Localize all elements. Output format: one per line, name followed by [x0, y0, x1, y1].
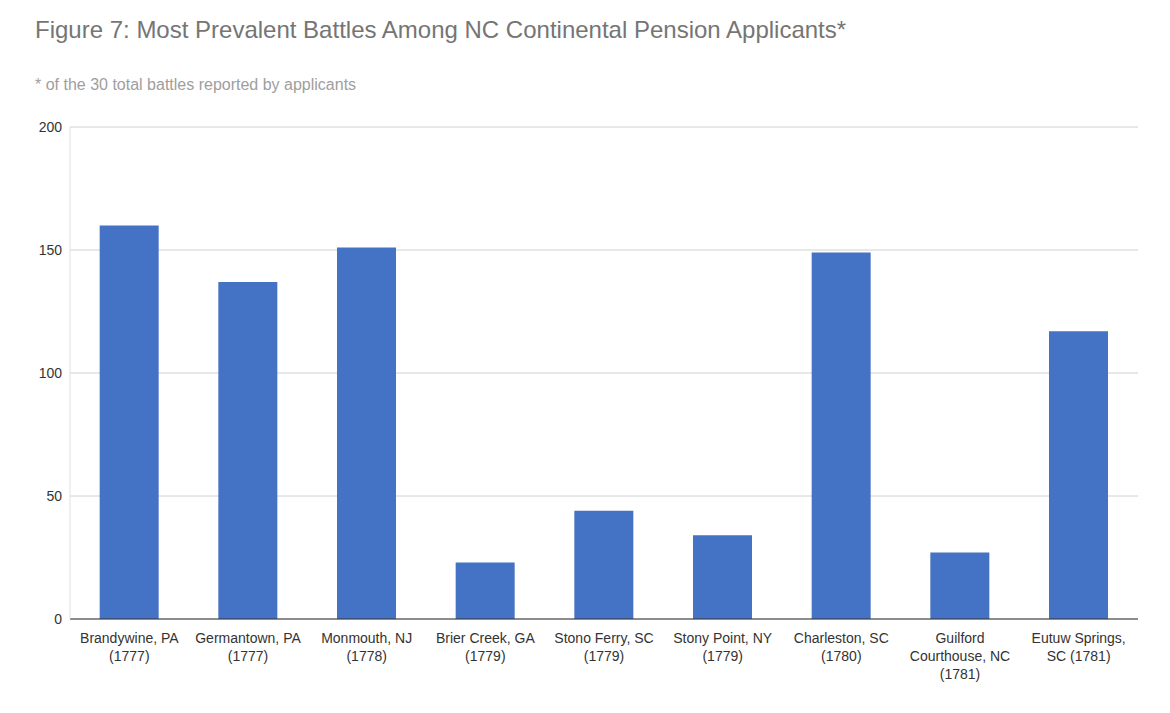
svg-text:200: 200: [39, 119, 63, 135]
svg-text:100: 100: [39, 365, 63, 381]
html-text:* of the 30 total battles repo: * of the 30 total battles reported by ap…: [35, 76, 357, 93]
svg-text:Stono Ferry, SC(1779): Stono Ferry, SC(1779): [554, 630, 653, 664]
svg-text:Brier Creek, GA(1779): Brier Creek, GA(1779): [436, 630, 535, 664]
svg-text:GuilfordCourthouse, NC(1781): GuilfordCourthouse, NC(1781): [910, 630, 1010, 682]
svg-text:Charleston, SC(1780): Charleston, SC(1780): [794, 630, 889, 664]
svg-text:Germantown, PA(1777): Germantown, PA(1777): [195, 630, 301, 664]
svg-text:Monmouth, NJ(1778): Monmouth, NJ(1778): [321, 630, 412, 664]
svg-text:0: 0: [54, 611, 62, 627]
svg-text:Stony Point, NY(1779): Stony Point, NY(1779): [673, 630, 772, 664]
html-text:Figure 7: Most Prevalent Battl: Figure 7: Most Prevalent Battles Among N…: [35, 16, 847, 43]
svg-text:Eutuw Springs,SC (1781): Eutuw Springs,SC (1781): [1032, 630, 1126, 664]
svg-text:50: 50: [46, 488, 62, 504]
svg-text:150: 150: [39, 242, 63, 258]
svg-text:Brandywine, PA(1777): Brandywine, PA(1777): [80, 630, 179, 664]
